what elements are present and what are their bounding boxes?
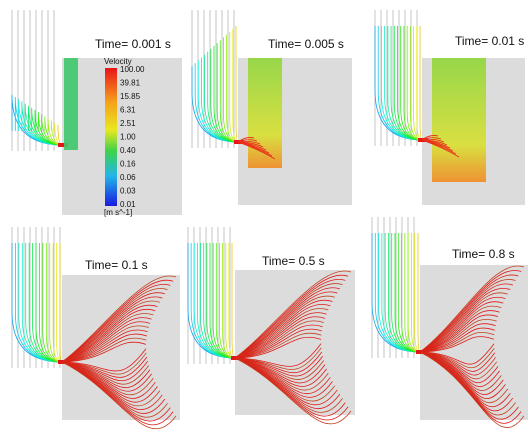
legend-tick-label: 0.03: [120, 187, 136, 196]
time-label: Time= 0.001 s: [95, 37, 171, 51]
legend-tick-label: 15.85: [120, 92, 141, 101]
legend-tick-label: 39.81: [120, 79, 141, 88]
panel: Time= 0.005 s: [188, 8, 352, 205]
panel: Time= 0.1 s: [8, 225, 180, 429]
time-label: Time= 0.1 s: [85, 258, 148, 272]
panel: Time= 0.01 s: [370, 8, 525, 205]
jet: [248, 58, 282, 168]
panel: Time= 0.001 s: [8, 8, 182, 215]
legend-tick-label: 0.16: [120, 160, 136, 169]
legend-tick-label: 2.51: [120, 119, 136, 128]
time-label: Time= 0.8 s: [452, 247, 515, 261]
legend-tick-label: 6.31: [120, 106, 136, 115]
jet: [432, 58, 486, 182]
legend-tick-label: 0.40: [120, 146, 136, 155]
panel: Time= 0.8 s: [370, 215, 528, 428]
time-label: Time= 0.01 s: [455, 34, 524, 48]
time-label: Time= 0.005 s: [268, 37, 344, 51]
color-bar: [105, 68, 117, 206]
legend-tick-label: 0.06: [120, 173, 136, 182]
jet: [64, 58, 78, 150]
panel: Time= 0.5 s: [185, 225, 355, 424]
legend-tick-label: 1.00: [120, 133, 136, 142]
time-label: Time= 0.5 s: [262, 254, 325, 268]
legend-tick-label: 100.00: [120, 65, 145, 74]
legend-unit: [m s^-1]: [104, 208, 132, 217]
figure: Time= 0.001 s Time= 0.005 s Time= 0.01 s Ti…: [0, 0, 532, 430]
